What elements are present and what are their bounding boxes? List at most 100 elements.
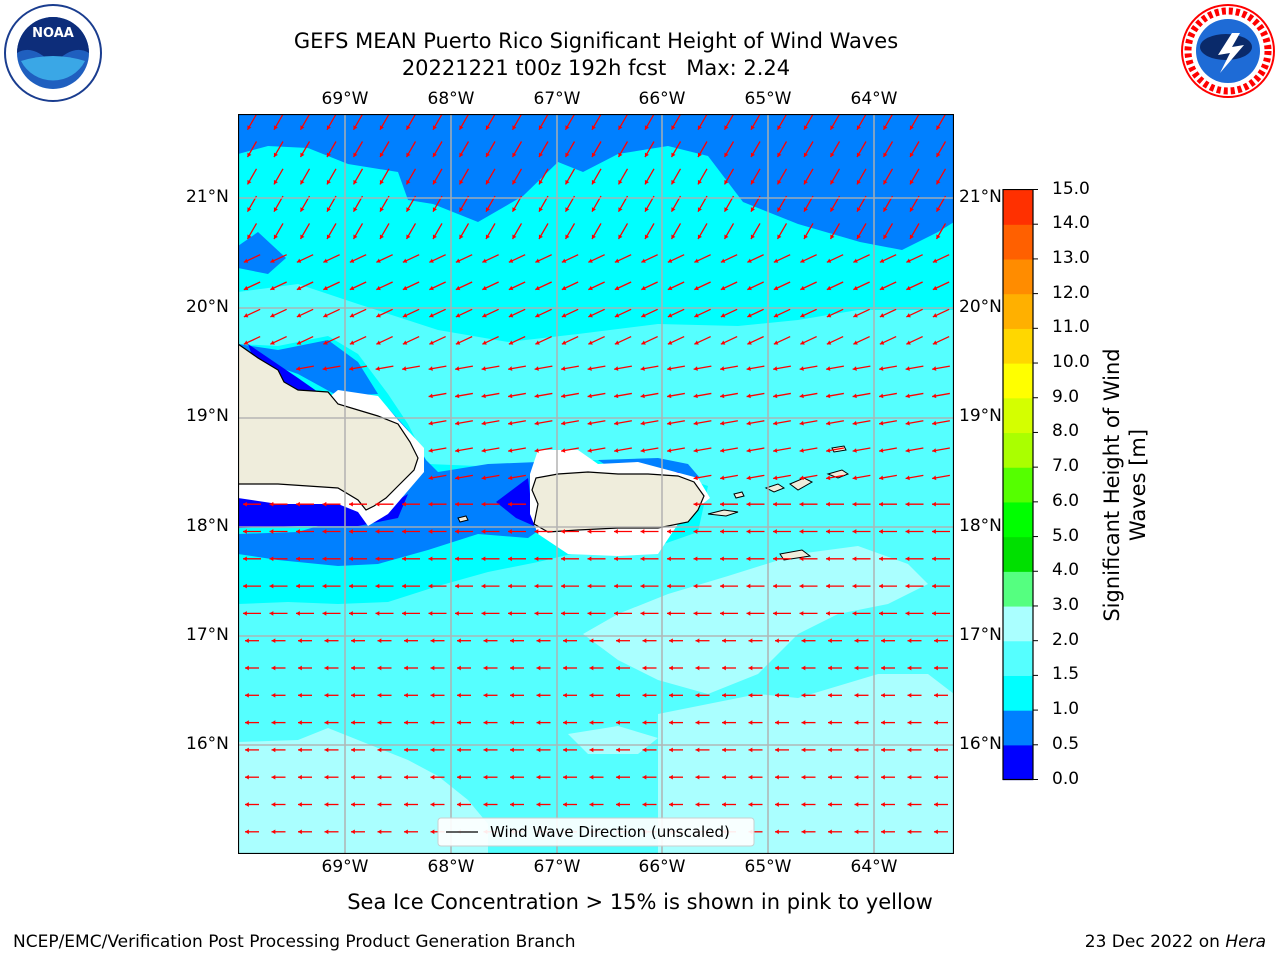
wave-arrow bbox=[720, 447, 738, 453]
wave-arrow bbox=[377, 802, 392, 807]
wave-arrow bbox=[617, 223, 629, 240]
wave-arrow bbox=[879, 281, 897, 291]
wave-arrow bbox=[852, 556, 871, 562]
colorbar-tick-label: 15.0 bbox=[1052, 178, 1090, 199]
lon-label-top: 69°W bbox=[321, 89, 369, 109]
lat-label-right: 19°N bbox=[959, 406, 1002, 426]
wave-arrow bbox=[932, 447, 950, 453]
wave-arrow bbox=[377, 720, 392, 725]
wave-arrow bbox=[589, 638, 604, 644]
land-puerto-rico bbox=[531, 471, 705, 533]
wave-arrow bbox=[591, 114, 602, 131]
wave-arrow bbox=[243, 611, 261, 616]
wave-arrow bbox=[748, 638, 763, 644]
wave-arrow bbox=[563, 774, 577, 780]
wave-zone-east bbox=[583, 546, 928, 694]
colorbar-tick-label: 14.0 bbox=[1052, 213, 1090, 234]
wave-arrow bbox=[273, 114, 284, 131]
wave-arrow bbox=[667, 556, 685, 562]
wave-arrow bbox=[828, 692, 842, 698]
wave-arrow bbox=[405, 141, 417, 158]
wave-arrow bbox=[270, 308, 287, 318]
wave-arrow bbox=[881, 802, 895, 807]
wave-arrow bbox=[640, 365, 659, 371]
nws-logo bbox=[1178, 3, 1278, 99]
wave-arrow bbox=[377, 774, 392, 780]
wave-arrow bbox=[881, 720, 895, 725]
lon-label-top: 65°W bbox=[744, 89, 792, 109]
wave-arrow bbox=[640, 447, 659, 453]
wave-arrow bbox=[642, 692, 657, 698]
wave-arrow bbox=[269, 501, 288, 507]
wave-arrow bbox=[670, 141, 682, 158]
wave-arrow bbox=[296, 529, 314, 534]
colorbar-tick-label: 9.0 bbox=[1052, 386, 1080, 407]
wave-arrow bbox=[693, 420, 712, 426]
wave-arrow bbox=[323, 336, 340, 345]
wave-arrow bbox=[828, 774, 842, 780]
wave-arrow bbox=[881, 692, 895, 698]
wave-arrow bbox=[428, 529, 447, 534]
wave-arrow bbox=[826, 501, 844, 507]
wave-arrow bbox=[351, 774, 365, 780]
wave-arrow bbox=[616, 692, 630, 698]
lat-label-right: 21°N bbox=[959, 187, 1002, 207]
wave-arrow bbox=[720, 556, 738, 562]
wave-arrow bbox=[481, 474, 500, 481]
wave-arrow bbox=[932, 474, 950, 481]
wave-arrow bbox=[669, 692, 683, 698]
wave-arrow bbox=[669, 747, 683, 753]
wave-arrow bbox=[723, 168, 735, 185]
wave-arrow bbox=[510, 638, 524, 644]
wave-arrow bbox=[561, 556, 579, 562]
wave-arrow bbox=[616, 774, 630, 780]
wave-arrow bbox=[746, 501, 765, 507]
wave-arrow bbox=[296, 611, 314, 616]
wave-arrow bbox=[351, 802, 365, 807]
wave-arrow bbox=[245, 638, 259, 644]
wave-arrow bbox=[746, 529, 765, 534]
wave-arrow bbox=[246, 141, 258, 158]
wave-arrow bbox=[485, 168, 496, 185]
wave-arrow bbox=[455, 308, 473, 318]
wave-arrow bbox=[538, 223, 549, 240]
wave-arrow bbox=[799, 447, 818, 453]
wave-arrow bbox=[746, 365, 765, 371]
wave-arrow bbox=[907, 692, 922, 698]
wave-arrow bbox=[746, 583, 765, 589]
wave-arrow bbox=[879, 611, 897, 616]
wave-arrow bbox=[352, 168, 364, 185]
wave-arrow bbox=[935, 223, 947, 240]
wave-arrow bbox=[379, 168, 390, 185]
wave-arrow bbox=[773, 420, 791, 426]
wave-arrow bbox=[934, 802, 948, 807]
wave-arrow bbox=[775, 774, 789, 780]
wave-arrow bbox=[747, 336, 764, 345]
wave-arrow bbox=[697, 141, 708, 158]
wave-arrow bbox=[326, 223, 337, 240]
wave-arrow bbox=[748, 747, 763, 753]
wave-arrow bbox=[455, 254, 473, 263]
wave-arrow bbox=[826, 254, 844, 263]
wave-arrow bbox=[932, 365, 950, 371]
legend-label: Wind Wave Direction (unscaled) bbox=[490, 823, 730, 841]
wave-arrow bbox=[349, 556, 367, 562]
wave-arrow bbox=[852, 583, 871, 589]
island-usvi-1 bbox=[764, 483, 786, 493]
wave-arrow bbox=[482, 254, 499, 263]
wave-arrow bbox=[402, 336, 420, 345]
wave-arrow bbox=[935, 168, 947, 185]
wave-arrow bbox=[906, 281, 923, 291]
wave-arrow bbox=[323, 254, 340, 263]
wave-arrow bbox=[508, 556, 526, 562]
wave-arrow bbox=[245, 829, 259, 835]
wave-arrow bbox=[905, 501, 924, 507]
wave-arrow bbox=[693, 529, 712, 534]
wave-arrow bbox=[538, 168, 549, 185]
wave-arrow bbox=[670, 114, 682, 131]
wave-arrow bbox=[510, 802, 524, 807]
wave-arrow bbox=[697, 114, 708, 131]
wave-arrow bbox=[801, 692, 816, 698]
lon-label-bottom: 68°W bbox=[427, 857, 475, 877]
wave-arrow bbox=[430, 802, 445, 807]
